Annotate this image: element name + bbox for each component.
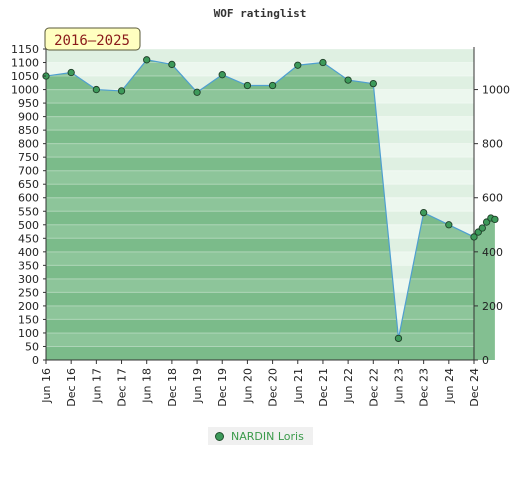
left-tick-label: 500 [18,219,39,232]
area-stripe [46,143,474,158]
data-point [470,233,478,241]
x-tick-label: Jun 21 [292,368,305,404]
area-stripe [46,116,474,131]
year-range-badge: 2016–2025 [44,27,141,51]
series-area [46,59,495,361]
background-band [46,62,474,77]
left-tick-label: 400 [18,246,39,259]
data-point [294,61,302,69]
left-tick-label: 200 [18,300,39,313]
right-tick-label: 400 [482,246,503,259]
data-point [143,56,151,64]
left-tick-label: 100 [18,327,39,340]
area-stripe [46,305,474,320]
right-tick-label: 800 [482,138,503,151]
background-band [46,49,474,63]
x-tick-label: Dec 23 [418,368,431,407]
left-tick-label: 1150 [11,43,39,56]
axes [45,47,475,361]
area-stripe [46,278,474,293]
data-point [445,221,453,229]
left-tick-label: 950 [18,97,39,110]
right-tick-label: 1000 [482,84,510,97]
left-tick-label: 800 [18,138,39,151]
x-axis-ticks: Jun 16 Dec 16 Jun 17 Dec 17 Jun 18 Dec 18 Jun … [40,360,481,407]
data-point [491,215,499,224]
chart-title: WOF ratinglist [214,7,307,20]
left-tick-label: 1050 [11,70,39,83]
x-tick-label: Jun 18 [141,368,154,404]
data-point [319,58,327,67]
left-tick-label: 0 [32,354,39,367]
data-point [67,68,75,77]
series-points [42,56,499,343]
x-tick-label: Dec 16 [65,368,78,407]
left-tick-label: 850 [18,124,39,137]
left-tick-label: 350 [18,259,39,272]
x-tick-label: Jun 19 [191,368,204,404]
right-tick-label: 600 [482,192,503,205]
x-tick-label: Jun 23 [392,368,405,404]
area-stripe [46,251,474,266]
left-tick-label: 600 [18,192,39,205]
left-tick-label: 1000 [11,84,39,97]
area-stripe [46,332,474,347]
left-tick-label: 550 [18,205,39,218]
x-tick-label: Jun 16 [40,368,53,404]
left-tick-label: 900 [18,111,39,124]
x-tick-label: Jun 17 [90,368,103,404]
area-stripe [46,170,474,185]
area-stripe [46,89,474,104]
x-tick-label: Jun 22 [342,368,355,404]
x-tick-label: Dec 22 [367,368,380,407]
x-tick-label: Dec 18 [166,368,179,407]
data-point [478,224,486,232]
left-tick-label: 150 [18,313,39,326]
data-point [419,208,428,217]
x-tick-label: Dec 20 [267,368,280,407]
area-stripe [46,197,474,212]
data-point [193,88,201,96]
data-point [117,87,126,95]
area-fill [46,59,495,361]
data-point [344,76,352,84]
x-tick-label: Dec 17 [116,368,129,407]
left-axis-ticks: 0501001502002503003504004505005506006507… [11,43,46,367]
left-tick-label: 300 [18,273,39,286]
data-point [92,85,101,94]
left-tick-label: 650 [18,178,39,191]
area-stripe [46,224,474,239]
left-tick-label: 50 [25,340,39,353]
x-tick-label: Dec 21 [317,368,330,407]
data-point [268,81,277,90]
left-tick-label: 450 [18,232,39,245]
left-tick-label: 700 [18,165,39,178]
right-axis-ticks: 0 200 400 600 800 1000 [474,84,510,367]
legend: NARDIN Loris [208,427,313,445]
legend-marker-icon [215,431,224,441]
left-tick-label: 1100 [11,57,39,70]
data-point [369,79,377,88]
data-point [394,334,403,343]
data-point [168,60,176,69]
year-range-badge-text: 2016–2025 [54,33,130,49]
legend-label: NARDIN Loris [231,429,304,443]
left-tick-label: 750 [18,151,39,164]
left-tick-label: 250 [18,286,39,299]
x-tick-label: Jun 20 [241,368,254,404]
data-point [218,71,226,79]
gridlines [46,48,474,361]
data-point [243,81,252,90]
right-tick-label: 0 [482,354,489,367]
right-tick-label: 200 [482,300,503,313]
x-tick-label: Dec 24 [468,368,481,407]
x-tick-label: Jun 24 [443,368,456,404]
x-tick-label: Dec 19 [216,368,229,407]
